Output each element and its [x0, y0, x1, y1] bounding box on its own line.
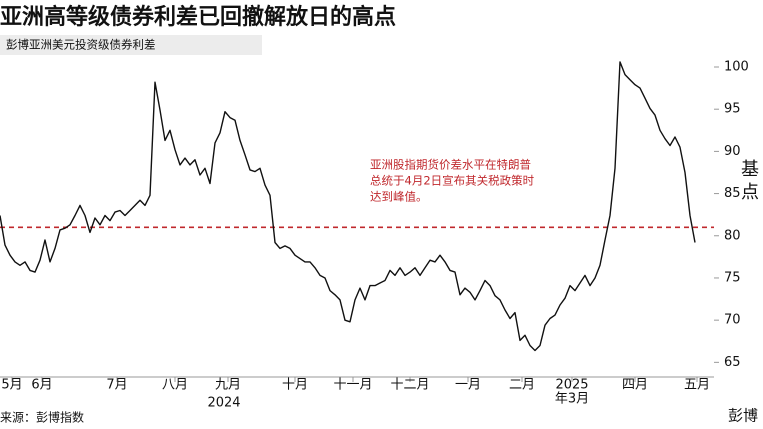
subtitle: 彭博亚洲美元投资级债券利差 — [6, 38, 156, 52]
x-tick-label: 十一月 — [333, 378, 372, 393]
year-label: 2024 — [207, 396, 240, 411]
annotation: 达到峰值。 — [370, 190, 428, 204]
y-tick-label: 95 — [724, 102, 741, 117]
y-tick-label: 65 — [724, 355, 741, 370]
brand: 彭博 — [728, 407, 758, 425]
x-tick-label: 八月 — [162, 378, 188, 393]
x-tick-label: 年3月 — [555, 392, 589, 407]
x-tick-label: 十月 — [282, 378, 308, 393]
source: 来源：彭博指数 — [0, 410, 84, 425]
x-tick-label: 四月 — [622, 378, 648, 393]
x-tick-label: 5月 — [1, 378, 22, 393]
x-tick-label: 五月 — [684, 378, 710, 393]
y-axis-label: 基点 — [741, 159, 759, 203]
x-tick-label: 十二月 — [390, 378, 429, 393]
y-tick-label: 100 — [724, 60, 749, 75]
x-tick-label: 6月 — [31, 378, 52, 393]
subtitle-box — [0, 35, 262, 55]
x-tick-label: 一月 — [455, 378, 481, 393]
annotation: 总统于4月2日宣布其关税政策时 — [370, 174, 535, 188]
series-line — [0, 61, 696, 352]
x-tick-label: 7月 — [106, 378, 127, 393]
y-tick-label: 85 — [724, 186, 741, 201]
annotation: 亚洲股指期货价差水平在特朗普 — [370, 158, 531, 172]
chart-title: 亚洲高等级债券利差已回撤解放日的高点 — [0, 4, 396, 30]
year-label: 2025 — [555, 378, 588, 393]
y-tick-label: 70 — [724, 313, 741, 328]
y-tick-label: 90 — [724, 144, 741, 159]
x-tick-label: 九月 — [215, 378, 241, 393]
y-tick-label: 75 — [724, 270, 741, 285]
y-tick-label: 80 — [724, 228, 741, 243]
x-tick-label: 二月 — [509, 378, 535, 393]
